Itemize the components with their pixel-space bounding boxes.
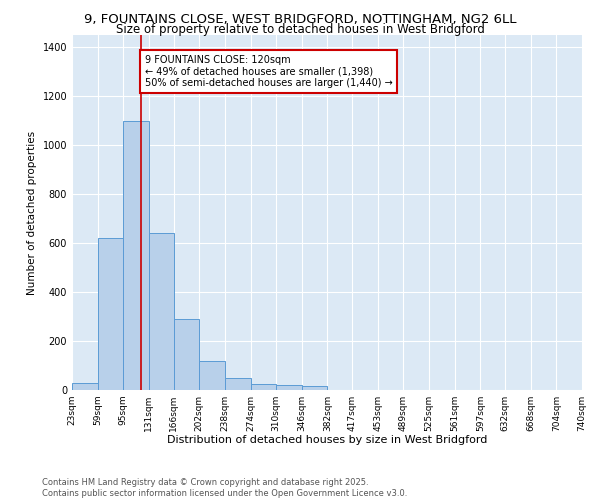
Bar [199,360,225,390]
Bar [225,378,251,390]
Text: Contains HM Land Registry data © Crown copyright and database right 2025.
Contai: Contains HM Land Registry data © Crown c… [42,478,407,498]
Text: Size of property relative to detached houses in West Bridgford: Size of property relative to detached ho… [116,22,484,36]
X-axis label: Distribution of detached houses by size in West Bridgford: Distribution of detached houses by size … [167,436,487,446]
Text: 9 FOUNTAINS CLOSE: 120sqm
← 49% of detached houses are smaller (1,398)
50% of se: 9 FOUNTAINS CLOSE: 120sqm ← 49% of detac… [145,54,392,88]
Bar [174,319,199,390]
Bar [72,382,98,390]
Text: 9, FOUNTAINS CLOSE, WEST BRIDGFORD, NOTTINGHAM, NG2 6LL: 9, FOUNTAINS CLOSE, WEST BRIDGFORD, NOTT… [84,12,516,26]
Y-axis label: Number of detached properties: Number of detached properties [27,130,37,294]
Bar [276,385,302,390]
Bar [123,120,149,390]
Bar [251,384,276,390]
Bar [98,238,123,390]
Bar [302,386,328,390]
Bar [149,234,174,390]
